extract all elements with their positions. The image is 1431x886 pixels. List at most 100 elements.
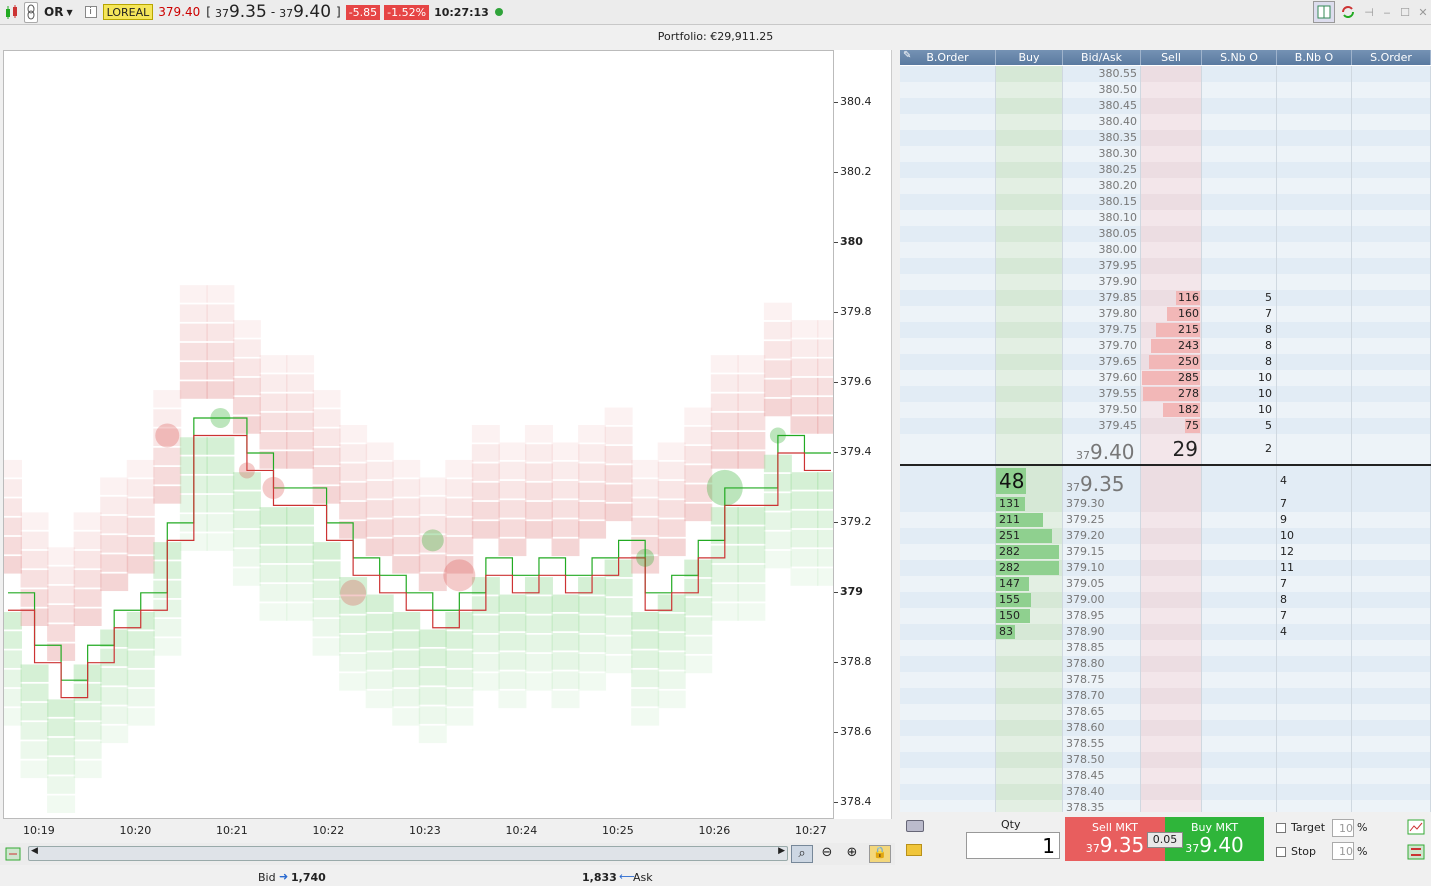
link-icon[interactable]	[24, 1, 38, 23]
cell	[900, 560, 996, 576]
book-icon[interactable]	[1313, 1, 1335, 23]
ask-row[interactable]: 379.85 116 5	[900, 290, 1431, 306]
column-header[interactable]: B.Order	[900, 50, 996, 65]
ask-row[interactable]: 379.55 278 10	[900, 386, 1431, 402]
price-chart[interactable]	[3, 50, 834, 819]
ask-depth-cell	[153, 390, 182, 408]
ask-row[interactable]: 379.60 285 10	[900, 370, 1431, 386]
bid-row[interactable]: 378.40	[900, 784, 1431, 800]
cell	[1352, 354, 1431, 370]
bid-row[interactable]: 378.65	[900, 704, 1431, 720]
ask-row[interactable]: 380.20	[900, 178, 1431, 194]
best-bid-price: 379.35	[1066, 472, 1125, 496]
bid-row[interactable]: 378.45	[900, 768, 1431, 784]
bid-row[interactable]: 378.85	[900, 640, 1431, 656]
ask-row[interactable]: 380.15	[900, 194, 1431, 210]
column-header[interactable]: S.Nb O	[1202, 50, 1277, 65]
column-header[interactable]: B.Nb O	[1277, 50, 1352, 65]
column-header[interactable]: Sell	[1141, 50, 1202, 65]
ask-row[interactable]: 380.25	[900, 162, 1431, 178]
y-tick-label: 379.2	[840, 514, 872, 528]
bid-depth-cell	[817, 491, 833, 509]
lock-icon[interactable]: 🔒	[869, 845, 891, 863]
zoom-in-icon[interactable]: ⊕	[846, 845, 858, 860]
column-header[interactable]: S.Order	[1352, 50, 1431, 65]
ask-row[interactable]: 379.45 75 5	[900, 418, 1431, 434]
best-bid-row[interactable]: 48 379.35 4	[900, 466, 1431, 496]
ask-depth-cell	[126, 479, 155, 497]
ask-row[interactable]: 379.95	[900, 258, 1431, 274]
minimize-icon[interactable]: ‒	[1383, 5, 1391, 19]
scrollbar[interactable]: ◀ ▶	[28, 846, 788, 861]
bid-row[interactable]: 378.80	[900, 656, 1431, 672]
info-icon[interactable]: i	[84, 6, 97, 18]
qty-input[interactable]	[966, 832, 1060, 859]
bid-row[interactable]: 379.25 211 9	[900, 512, 1431, 528]
bid-depth-cell	[312, 638, 341, 656]
bid-row[interactable]: 379.20 251 10	[900, 528, 1431, 544]
chart-mini-icon[interactable]	[1407, 819, 1425, 835]
cell-value: 380.30	[1098, 147, 1138, 160]
bid-row[interactable]: 378.55	[900, 736, 1431, 752]
bid-row[interactable]: 378.60	[900, 720, 1431, 736]
zoom-fit-icon[interactable]: ⌕	[791, 845, 813, 863]
ask-row[interactable]: 380.00	[900, 242, 1431, 258]
ask-depth-cell	[259, 412, 288, 431]
cell	[1352, 146, 1431, 162]
scroll-left-icon[interactable]: ◀	[31, 846, 38, 856]
zoom-out-icon[interactable]: ⊖	[821, 845, 833, 860]
column-header[interactable]: Buy	[996, 50, 1063, 65]
keyboard-icon[interactable]	[906, 820, 924, 832]
ask-row[interactable]: 379.70 243 8	[900, 338, 1431, 354]
ask-row[interactable]: 380.30	[900, 146, 1431, 162]
scroll-right-icon[interactable]: ▶	[778, 846, 785, 856]
folder-icon[interactable]	[906, 844, 922, 856]
ask-row[interactable]: 379.50 182 10	[900, 402, 1431, 418]
candlestick-icon[interactable]	[2, 2, 22, 23]
ask-total-label: Ask	[633, 871, 653, 884]
close-icon[interactable]: ✕	[1418, 5, 1428, 19]
stop-input[interactable]	[1332, 842, 1354, 860]
cell	[1352, 608, 1431, 624]
symbol-dropdown[interactable]: OR ▼	[44, 2, 73, 23]
ask-row[interactable]: 380.05	[900, 226, 1431, 242]
ask-row[interactable]: 379.65 250 8	[900, 354, 1431, 370]
cell-value: 378.65	[1066, 705, 1105, 718]
bid-row[interactable]: 379.30 131 7	[900, 496, 1431, 512]
bid-row[interactable]: 378.70	[900, 688, 1431, 704]
ask-row[interactable]: 380.10	[900, 210, 1431, 226]
bid-row[interactable]: 378.50	[900, 752, 1431, 768]
ask-row[interactable]: 380.50	[900, 82, 1431, 98]
target-input[interactable]	[1332, 819, 1354, 837]
bid-depth-cell	[657, 652, 686, 670]
refresh-icon[interactable]	[1337, 2, 1359, 23]
cell	[1141, 768, 1202, 784]
ask-depth-cell	[20, 550, 49, 569]
bid-row[interactable]: 379.10 282 11	[900, 560, 1431, 576]
bid-row[interactable]: 378.75	[900, 672, 1431, 688]
cell	[1352, 752, 1431, 768]
pin-icon[interactable]: ⊣	[1364, 5, 1374, 19]
wrench-icon[interactable]: ✎	[903, 50, 912, 61]
bid-row[interactable]: 378.90 83 4	[900, 624, 1431, 640]
bid-row[interactable]: 378.35	[900, 800, 1431, 812]
column-header[interactable]: Bid/Ask	[1063, 50, 1141, 65]
target-checkbox[interactable]	[1276, 823, 1286, 833]
best-ask-row[interactable]: 379.40 29 2	[900, 434, 1431, 464]
ask-row[interactable]: 380.40	[900, 114, 1431, 130]
orders-mini-icon[interactable]	[1407, 844, 1425, 860]
cell	[1063, 656, 1141, 672]
ask-row[interactable]: 379.90	[900, 274, 1431, 290]
swap-icon[interactable]	[5, 846, 23, 862]
maximize-icon[interactable]: ☐	[1400, 5, 1410, 19]
bid-row[interactable]: 378.95 150 7	[900, 608, 1431, 624]
ask-row[interactable]: 379.75 215 8	[900, 322, 1431, 338]
ask-row[interactable]: 380.35	[900, 130, 1431, 146]
stop-checkbox[interactable]	[1276, 847, 1286, 857]
ask-row[interactable]: 380.55	[900, 66, 1431, 82]
ask-row[interactable]: 379.80 160 7	[900, 306, 1431, 322]
bid-row[interactable]: 379.05 147 7	[900, 576, 1431, 592]
bid-row[interactable]: 379.15 282 12	[900, 544, 1431, 560]
bid-row[interactable]: 379.00 155 8	[900, 592, 1431, 608]
ask-row[interactable]: 380.45	[900, 98, 1431, 114]
